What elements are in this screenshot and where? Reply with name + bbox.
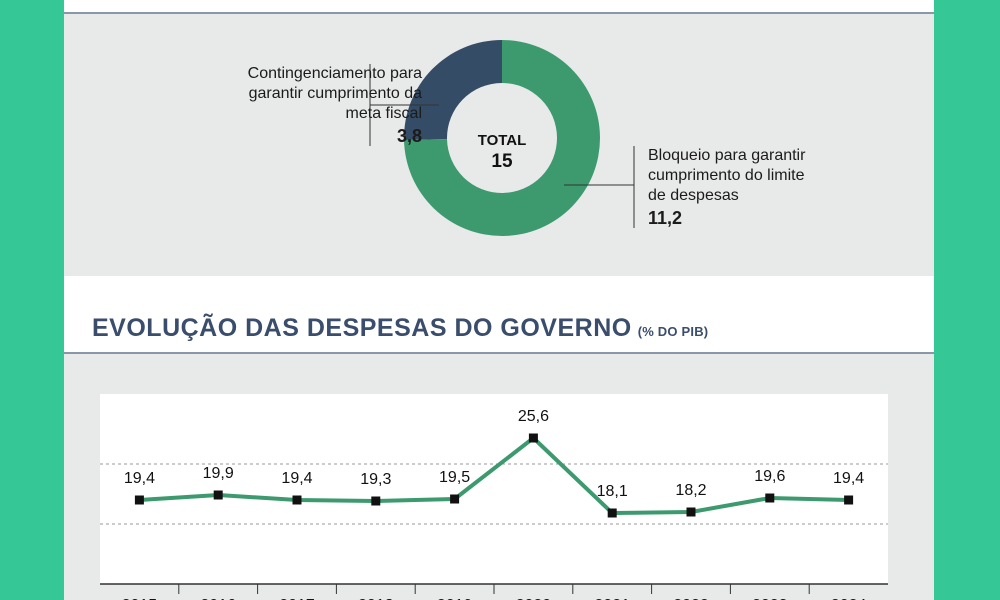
- x-tick-label: 2024: [831, 597, 867, 600]
- data-point: [213, 490, 223, 500]
- plot-area: [100, 394, 888, 584]
- data-point: [292, 495, 302, 505]
- x-tick-label: 2023: [752, 597, 788, 600]
- data-label: 18,2: [675, 482, 706, 499]
- donut-value-bloqueio: 11,2: [648, 208, 683, 228]
- data-label: 19,9: [203, 465, 234, 482]
- donut-total: TOTAL 15: [444, 132, 560, 173]
- x-tick-label: 2019: [437, 597, 473, 600]
- chart-title: EVOLUÇÃO DAS DESPESAS DO GOVERNO (% DO PI…: [92, 314, 708, 343]
- label-line: garantir cumprimento da: [248, 85, 422, 102]
- chart-header: EVOLUÇÃO DAS DESPESAS DO GOVERNO (% DO PI…: [64, 276, 934, 354]
- label-line: cumprimento do limite: [648, 167, 805, 184]
- data-label: 25,6: [518, 408, 549, 425]
- data-point: [844, 495, 854, 505]
- data-label: 19,4: [124, 470, 155, 487]
- data-point: [686, 507, 696, 517]
- x-tick-label: 2015: [122, 597, 158, 600]
- x-tick-label: 2018: [358, 597, 394, 600]
- x-tick-label: 2016: [200, 597, 236, 600]
- label-line: Contingenciamento para: [247, 65, 422, 82]
- donut-chart: [369, 40, 635, 236]
- donut-label-bloqueio: Bloqueio para garantir cumprimento do li…: [648, 146, 888, 228]
- data-point: [134, 495, 144, 505]
- data-label: 19,3: [360, 471, 391, 488]
- donut-slice-contingenciamento: [404, 40, 502, 141]
- label-line: meta fiscal: [345, 105, 422, 122]
- chart-title-text: EVOLUÇÃO DAS DESPESAS DO GOVERNO: [92, 314, 632, 342]
- line-chart: 19,4 2015 19,9 2016 19,4 2017 19,3 2018 19,5 2019…: [100, 394, 888, 600]
- total-value: 15: [491, 151, 513, 172]
- chart-subtitle: (% DO PIB): [637, 324, 709, 339]
- x-tick-label: 2022: [673, 597, 709, 600]
- donut-label-contingenciamento: Contingenciamento para garantir cumprime…: [162, 64, 422, 146]
- data-label: 18,1: [597, 483, 628, 500]
- x-tick-label: 2021: [594, 597, 630, 600]
- data-label: 19,5: [439, 469, 470, 486]
- data-point: [607, 508, 617, 518]
- line-chart-section: 19,4 2015 19,9 2016 19,4 2017 19,3 2018 19,5 2019…: [64, 354, 934, 600]
- donut-value-contingenciamento: 3,8: [396, 126, 422, 146]
- data-label: 19,4: [281, 470, 312, 487]
- top-strip: [64, 0, 934, 14]
- data-point: [528, 433, 538, 443]
- x-tick-label: 2020: [516, 597, 552, 600]
- donut-slice-bloqueio: [404, 40, 600, 236]
- data-label: 19,4: [833, 470, 864, 487]
- label-line: Bloqueio para garantir: [648, 147, 806, 164]
- label-line: de despesas: [648, 187, 739, 204]
- data-point: [765, 493, 775, 503]
- infographic-panel: Contingenciamento para garantir cumprime…: [64, 0, 934, 600]
- donut-section: Contingenciamento para garantir cumprime…: [64, 14, 934, 276]
- series-line: [139, 436, 849, 515]
- x-tick-label: 2017: [279, 597, 315, 600]
- data-label: 19,6: [754, 468, 785, 485]
- total-label: TOTAL: [477, 132, 527, 149]
- data-point: [371, 496, 381, 506]
- data-point: [450, 494, 460, 504]
